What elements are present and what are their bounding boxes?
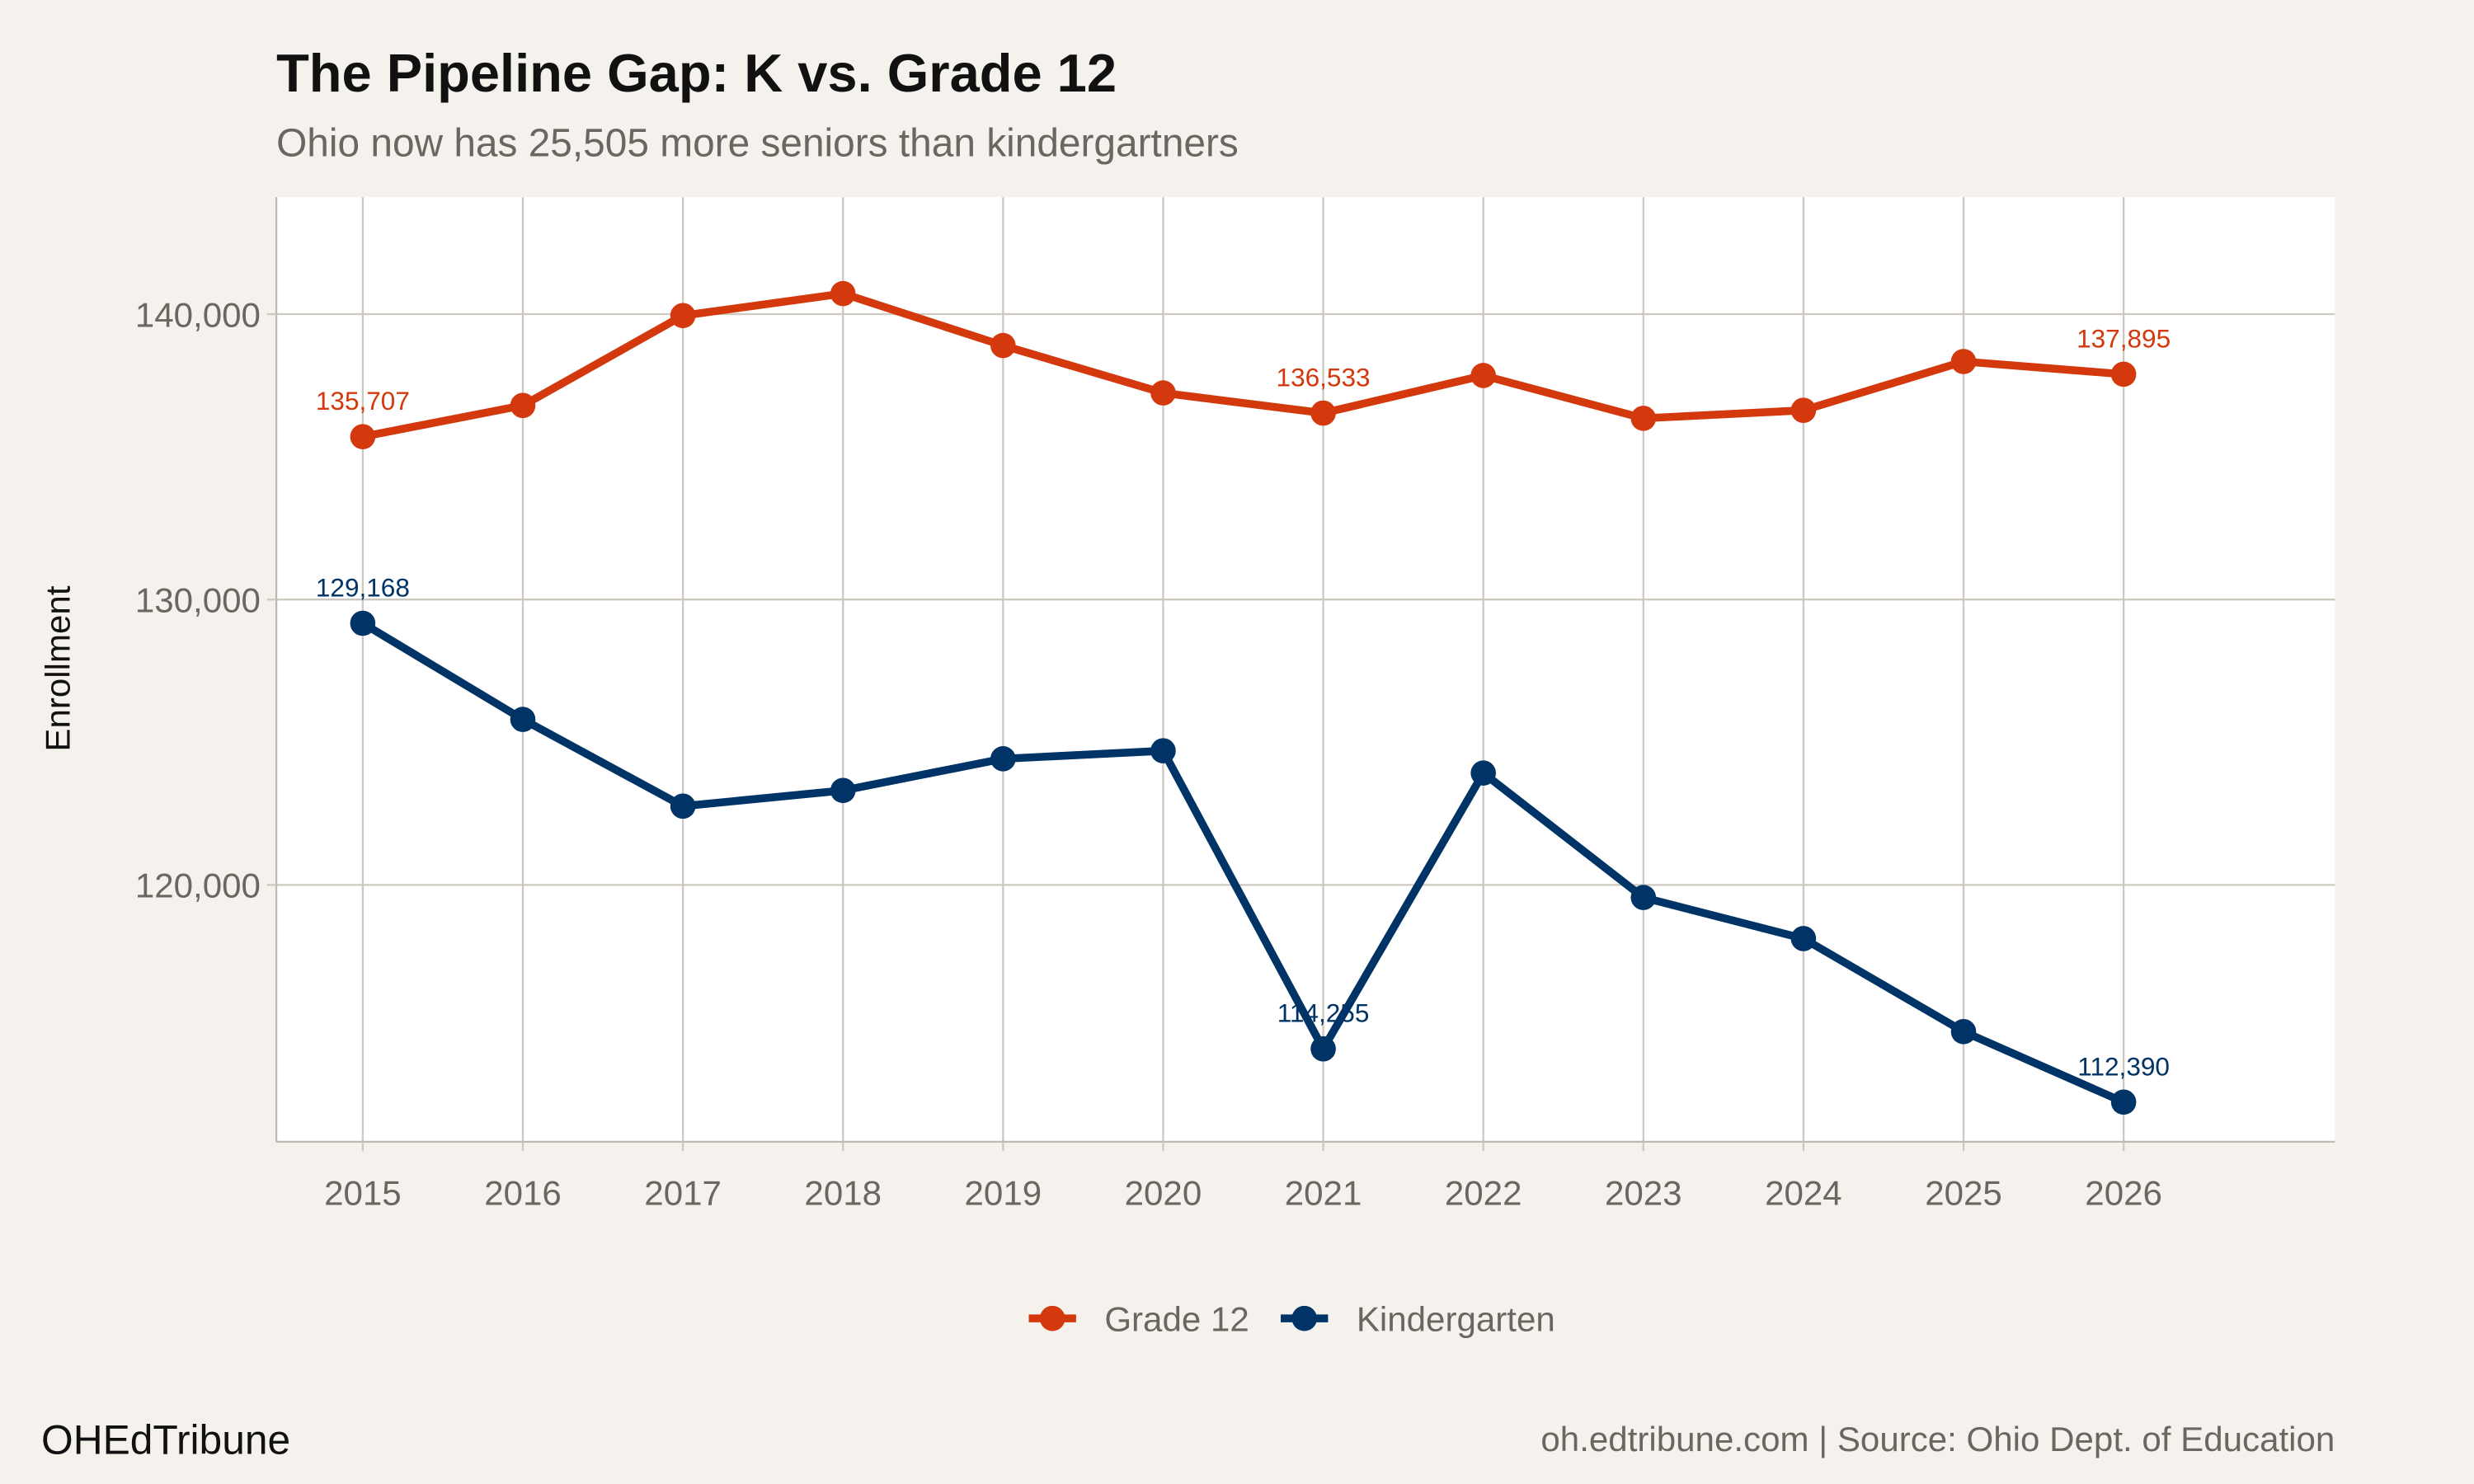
legend-key-point: [1291, 1305, 1318, 1331]
data-point: [2110, 361, 2137, 387]
x-tick-label: 2026: [2085, 1173, 2162, 1212]
legend: Grade 12 Kindergarten: [1028, 1299, 1555, 1338]
data-point: [830, 280, 856, 307]
x-tick-label: 2015: [324, 1173, 402, 1212]
legend-key-point: [1039, 1305, 1065, 1331]
data-point: [1310, 400, 1336, 426]
data-point: [1150, 738, 1176, 763]
x-tick-label: 2023: [1605, 1173, 1682, 1212]
data-label: 114,255: [1277, 998, 1370, 1028]
chart-title: The Pipeline Gap: K vs. Grade 12: [276, 43, 1117, 103]
y-axis-title: Enrollment: [38, 585, 77, 751]
data-point: [990, 332, 1016, 359]
data-point: [1630, 885, 1657, 910]
x-tick-label: 2024: [1765, 1173, 1842, 1212]
legend-label: Grade 12: [1104, 1299, 1249, 1338]
x-tick-label: 2025: [1925, 1173, 2002, 1212]
data-point: [990, 746, 1016, 772]
data-label: 112,390: [2077, 1051, 2170, 1081]
series-grade-12: 135,707 136,533 137,895: [316, 280, 2171, 449]
data-point: [830, 777, 856, 804]
x-tick-label: 2021: [1285, 1173, 1362, 1212]
series-line: [360, 619, 2126, 1106]
data-label: 137,895: [2077, 323, 2171, 353]
data-point: [1630, 406, 1657, 431]
x-tick-label: 2018: [804, 1173, 882, 1212]
legend-item: Kindergarten: [1281, 1299, 1555, 1338]
data-point: [1470, 760, 1496, 786]
series-kindergarten: 129,168 114,255 112,390: [316, 572, 2170, 1115]
data-point: [2110, 1089, 2137, 1115]
x-tick-label: 2017: [644, 1173, 722, 1212]
data-point: [350, 424, 376, 449]
data-point: [510, 392, 536, 419]
series-line: [361, 289, 2124, 441]
x-tick-label: 2022: [1445, 1173, 1522, 1212]
source-caption: oh.edtribune.com | Source: Ohio Dept. of…: [1540, 1420, 2335, 1458]
data-label: 129,168: [316, 572, 410, 602]
x-tick-label: 2019: [965, 1173, 1042, 1212]
legend-item: Grade 12: [1028, 1299, 1249, 1338]
axis-ticks: 2015 2016 2017 2018 2019 2020 2021 2022 2023 2024…: [135, 295, 2162, 1212]
data-label: 135,707: [316, 386, 410, 416]
chart-subtitle: Ohio now has 25,505 more seniors than ki…: [276, 121, 1239, 165]
x-tick-label: 2020: [1125, 1173, 1202, 1212]
data-point: [1950, 1018, 1977, 1045]
series-group: 135,707 136,533 137,895 129,168 114,255 112,3…: [316, 280, 2171, 1115]
data-point: [1790, 397, 1817, 423]
data-label: 136,533: [1277, 363, 1371, 392]
data-point: [1470, 363, 1496, 388]
data-point: [350, 610, 376, 636]
x-tick-label: 2016: [484, 1173, 562, 1212]
y-tick-label: 140,000: [135, 295, 261, 334]
data-point: [1150, 380, 1176, 406]
y-tick-label: 120,000: [135, 866, 261, 905]
legend-label: Kindergarten: [1357, 1299, 1555, 1338]
y-tick-label: 130,000: [135, 581, 261, 620]
data-point: [1310, 1036, 1336, 1062]
data-point: [670, 303, 696, 329]
data-point: [1790, 926, 1817, 951]
gridlines: [276, 197, 2335, 1142]
data-point: [510, 707, 536, 732]
brand-label: OHEdTribune: [41, 1417, 290, 1463]
data-point: [1950, 349, 1977, 374]
data-point: [670, 793, 696, 819]
